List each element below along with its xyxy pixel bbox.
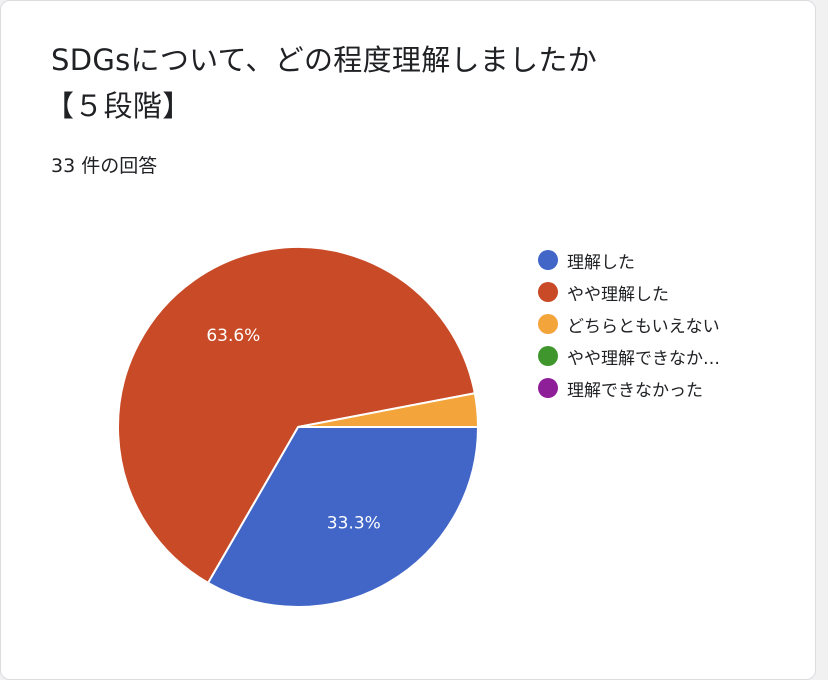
legend-swatch-5 — [538, 378, 558, 398]
chart-legend: 理解したやや理解したどちらともいえない やや理解できなか… 理解できなかった — [538, 244, 778, 404]
legend-swatch-3 — [538, 314, 558, 334]
legend-label-2: やや理解した — [567, 284, 669, 305]
pie-slice-1[interactable] — [206, 426, 480, 608]
legend-item-4[interactable]: やや理解できなか… — [538, 340, 778, 372]
question-title-line2: 【５段階】 — [45, 89, 192, 123]
legend-label-1: 理解した — [567, 252, 635, 273]
legend-item-1[interactable]: 理解した — [538, 244, 778, 276]
pie-slice-2[interactable] — [117, 246, 476, 585]
legend-swatch-1 — [538, 250, 558, 270]
response-count: 33 件の回答 — [51, 155, 158, 177]
pie-slice-label-2: 63.6% — [206, 326, 260, 346]
question-title-line1: SDGsについて、どの程度理解しましたか — [51, 43, 598, 77]
legend-label-4: やや理解できなか… — [567, 348, 720, 369]
pie-slice-3[interactable] — [297, 392, 480, 428]
legend-item-2[interactable]: やや理解した — [538, 276, 778, 308]
legend-swatch-2 — [538, 282, 558, 302]
legend-label-3: どちらともいえない — [567, 316, 720, 337]
legend-item-5[interactable]: 理解できなかった — [538, 372, 778, 404]
pie-slice-label-1: 33.3% — [327, 514, 381, 534]
legend-label-5: 理解できなかった — [567, 380, 703, 401]
question-title: SDGsについて、どの程度理解しましたか 【５段階】 — [45, 37, 771, 129]
legend-swatch-4 — [538, 346, 558, 366]
legend-item-3[interactable]: どちらともいえない — [538, 308, 778, 340]
